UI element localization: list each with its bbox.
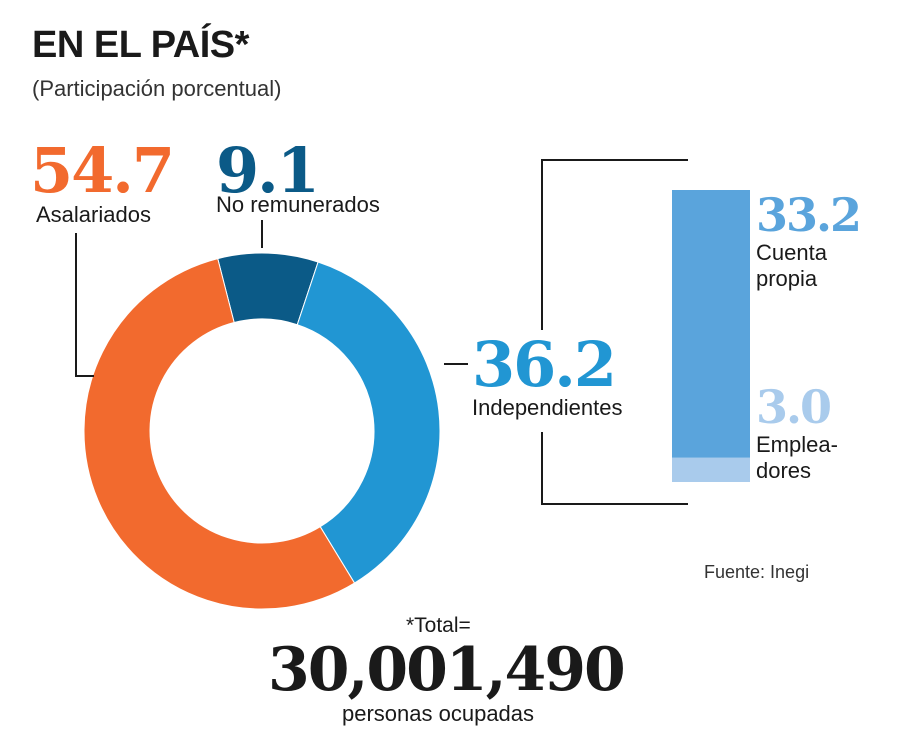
chart-title: EN EL PAÍS* (32, 24, 249, 66)
bar-segment-cuenta-propia (672, 190, 750, 458)
leader-lines (75, 159, 688, 505)
value-label-independientes: 36.2 (472, 328, 617, 401)
value-label-empleadores: 3.0 (756, 380, 832, 434)
total-value: 30,001,490 (268, 635, 626, 705)
category-label-empleadores-line-1: Emplea- (756, 432, 838, 457)
value-label-cuenta-propia: 33.2 (756, 188, 862, 242)
category-label-empleadores: Emplea- dores (756, 432, 838, 484)
bracket-independientes (541, 159, 688, 330)
category-label-cuenta-propia-line-2: propia (756, 266, 818, 291)
category-label-cuenta-propia: Cuenta propia (756, 240, 827, 292)
donut-slice-independientes (296, 261, 441, 584)
source-note: Fuente: Inegi (704, 562, 810, 582)
stacked-bar-independientes (672, 190, 750, 482)
chart-subtitle: (Participación porcentual) (32, 76, 282, 101)
donut-chart (83, 252, 441, 610)
bracket-independientes-lower (541, 432, 688, 505)
value-label-asalariados: 54.7 (30, 134, 175, 207)
category-label-cuenta-propia-line-1: Cuenta (756, 240, 827, 265)
category-label-independientes: Independientes (472, 395, 623, 420)
value-label-no-remunerados: 9.1 (216, 134, 320, 207)
leader-line-asalariados (75, 233, 94, 377)
bar-segment-empleadores (672, 457, 750, 482)
total-unit: personas ocupadas (342, 701, 535, 726)
category-label-asalariados: Asalariados (36, 202, 151, 227)
donut-slice-asalariados (83, 257, 356, 610)
category-label-empleadores-line-2: dores (756, 458, 812, 483)
total-label: *Total= (406, 614, 471, 637)
category-label-no-remunerados: No remunerados (216, 192, 380, 217)
